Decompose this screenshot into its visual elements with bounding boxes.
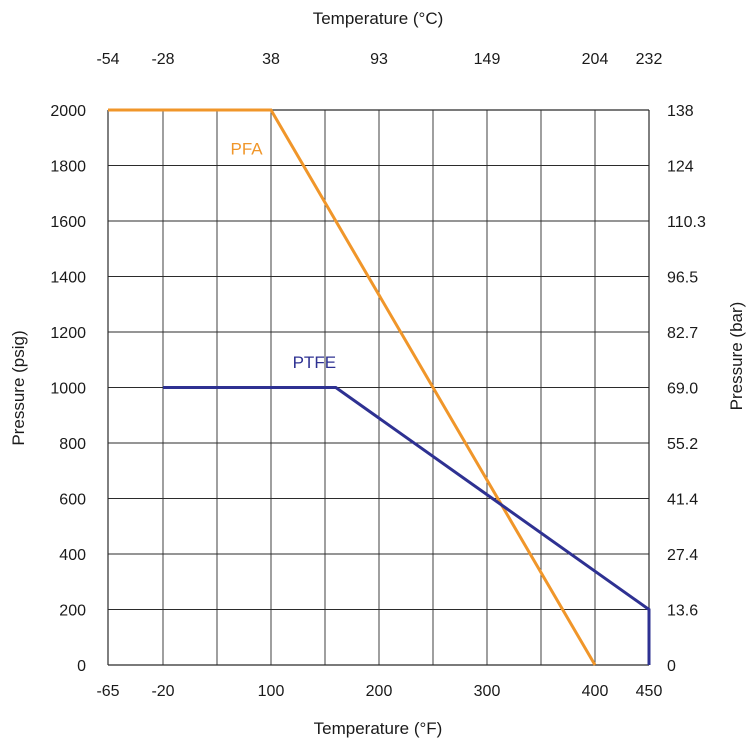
y-tick-label-left: 1800 [50, 159, 86, 176]
y-tick-label-left: 400 [59, 547, 86, 564]
x-tick-label-top: 149 [474, 51, 501, 68]
y-tick-label-left: 0 [77, 658, 86, 675]
x-tick-label-bottom: 200 [366, 683, 393, 700]
ptfe-series-label: PTFE [293, 353, 336, 372]
y-tick-label-right: 138 [667, 103, 694, 120]
x-tick-label-top: 38 [262, 51, 280, 68]
y-tick-label-right: 13.6 [667, 603, 698, 620]
grid-layer [107, 109, 650, 666]
ptfe-series-line [163, 386, 651, 665]
x-tick-label-top: -54 [96, 51, 119, 68]
label-layer: 0 200 400 600 800 1000 1200 1400 1600 1800 2000 0 13… [50, 51, 706, 700]
y-tick-label-right: 82.7 [667, 325, 698, 342]
x-tick-label-bottom: -65 [96, 683, 119, 700]
y-tick-label-left: 1200 [50, 325, 86, 342]
y-tick-label-right: 96.5 [667, 270, 698, 287]
y-tick-label-left: 800 [59, 436, 86, 453]
x-axis-title-top: Temperature (°C) [313, 9, 444, 28]
y-tick-label-right: 27.4 [667, 547, 698, 564]
y-tick-label-left: 1000 [50, 381, 86, 398]
y-tick-label-right: 0 [667, 658, 676, 675]
x-axis-title-bottom: Temperature (°F) [314, 719, 443, 738]
x-tick-label-top: 232 [636, 51, 663, 68]
x-tick-label-bottom: 400 [582, 683, 609, 700]
y-tick-label-left: 2000 [50, 103, 86, 120]
pfa-series-label: PFA [231, 139, 264, 158]
y-tick-label-left: 200 [59, 603, 86, 620]
y-tick-label-right: 69.0 [667, 381, 698, 398]
y-tick-label-left: 1600 [50, 214, 86, 231]
x-tick-label-bottom: 100 [258, 683, 285, 700]
x-tick-label-top: 204 [582, 51, 609, 68]
y-tick-label-left: 600 [59, 492, 86, 509]
y-tick-label-right: 124 [667, 159, 694, 176]
x-tick-label-bottom: 450 [636, 683, 663, 700]
y-tick-label-right: 55.2 [667, 436, 698, 453]
y-tick-label-left: 1400 [50, 270, 86, 287]
series-layer [107, 108, 651, 666]
y-axis-title-right: Pressure (bar) [727, 302, 746, 411]
x-tick-label-top: 93 [370, 51, 388, 68]
x-tick-label-bottom: 300 [474, 683, 501, 700]
x-tick-label-bottom: -20 [151, 683, 174, 700]
x-tick-label-top: -28 [151, 51, 174, 68]
y-tick-label-right: 41.4 [667, 492, 698, 509]
y-tick-label-right: 110.3 [667, 214, 706, 231]
y-axis-title-left: Pressure (psig) [9, 330, 28, 445]
